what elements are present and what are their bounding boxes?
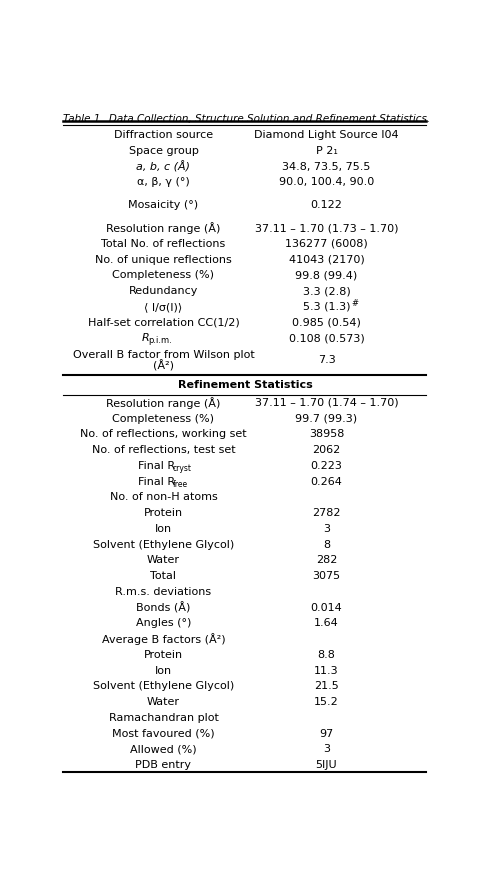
Text: 15.2: 15.2 — [314, 697, 339, 708]
Text: PDB entry: PDB entry — [135, 760, 192, 770]
Text: 2062: 2062 — [312, 445, 341, 455]
Text: α, β, γ (°): α, β, γ (°) — [137, 178, 190, 187]
Text: Protein: Protein — [144, 508, 183, 518]
Text: #: # — [352, 299, 358, 308]
Text: Allowed (%): Allowed (%) — [130, 744, 197, 754]
Text: Completeness (%): Completeness (%) — [112, 414, 215, 423]
Text: No. of reflections, working set: No. of reflections, working set — [80, 429, 247, 439]
Text: 0.223: 0.223 — [311, 461, 342, 471]
Text: 0.108 (0.573): 0.108 (0.573) — [289, 334, 364, 343]
Text: P 2₁: P 2₁ — [315, 146, 337, 156]
Text: Bonds (Å): Bonds (Å) — [136, 602, 191, 613]
Text: 1.64: 1.64 — [314, 619, 339, 628]
Text: Final R: Final R — [138, 477, 174, 487]
Text: No. of reflections, test set: No. of reflections, test set — [92, 445, 235, 455]
Text: 11.3: 11.3 — [314, 665, 339, 676]
Text: 90.0, 100.4, 90.0: 90.0, 100.4, 90.0 — [279, 178, 374, 187]
Text: 0.264: 0.264 — [311, 477, 342, 487]
Text: 282: 282 — [316, 555, 337, 566]
Text: Average B factors (Å²): Average B factors (Å²) — [102, 634, 225, 645]
Text: 21.5: 21.5 — [314, 681, 339, 692]
Text: Water: Water — [147, 697, 180, 708]
Text: free: free — [173, 480, 188, 489]
Text: Diffraction source: Diffraction source — [114, 130, 213, 140]
Text: p.i.m.: p.i.m. — [149, 336, 173, 345]
Text: 99.8 (99.4): 99.8 (99.4) — [295, 270, 358, 281]
Text: Protein: Protein — [144, 650, 183, 660]
Text: 3.3 (2.8): 3.3 (2.8) — [303, 286, 350, 296]
Text: 8: 8 — [323, 539, 330, 550]
Text: Ion: Ion — [155, 524, 172, 534]
Text: R: R — [141, 334, 149, 343]
Text: 3: 3 — [323, 524, 330, 534]
Text: Most favoured (%): Most favoured (%) — [112, 729, 215, 738]
Text: Final R: Final R — [138, 461, 174, 471]
Text: 34.8, 73.5, 75.5: 34.8, 73.5, 75.5 — [282, 162, 370, 172]
Text: Total No. of reflections: Total No. of reflections — [101, 238, 226, 249]
Text: 37.11 – 1.70 (1.74 – 1.70): 37.11 – 1.70 (1.74 – 1.70) — [255, 398, 398, 408]
Text: Ramachandran plot: Ramachandran plot — [109, 713, 218, 722]
Text: 97: 97 — [319, 729, 334, 738]
Text: a, b, c (Å): a, b, c (Å) — [137, 161, 190, 172]
Text: 2782: 2782 — [312, 508, 341, 518]
Text: Diamond Light Source I04: Diamond Light Source I04 — [254, 130, 399, 140]
Text: 37.11 – 1.70 (1.73 – 1.70): 37.11 – 1.70 (1.73 – 1.70) — [255, 224, 398, 233]
Text: Half-set correlation CC(1/2): Half-set correlation CC(1/2) — [87, 318, 239, 327]
Text: Resolution range (Å): Resolution range (Å) — [106, 397, 221, 409]
Text: Solvent (Ethylene Glycol): Solvent (Ethylene Glycol) — [93, 681, 234, 692]
Text: 38958: 38958 — [309, 429, 344, 439]
Text: 136277 (6008): 136277 (6008) — [285, 238, 368, 249]
Text: 99.7 (99.3): 99.7 (99.3) — [295, 414, 358, 423]
Text: 3075: 3075 — [313, 571, 340, 581]
Text: 0.985 (0.54): 0.985 (0.54) — [292, 318, 361, 327]
Text: Angles (°): Angles (°) — [136, 619, 191, 628]
Text: Space group: Space group — [129, 146, 198, 156]
Text: (Å²): (Å²) — [153, 360, 174, 371]
Text: 7.3: 7.3 — [317, 356, 336, 365]
Text: Refinement Statistics: Refinement Statistics — [178, 380, 312, 390]
Text: Completeness (%): Completeness (%) — [112, 270, 215, 281]
Text: Solvent (Ethylene Glycol): Solvent (Ethylene Glycol) — [93, 539, 234, 550]
Text: Redundancy: Redundancy — [129, 286, 198, 296]
Text: Ion: Ion — [155, 665, 172, 676]
Text: No. of unique reflections: No. of unique reflections — [95, 254, 232, 265]
Text: 0.122: 0.122 — [311, 201, 342, 210]
Text: No. of non-H atoms: No. of non-H atoms — [109, 493, 217, 502]
Text: ⟨ I/σ(I)⟩: ⟨ I/σ(I)⟩ — [144, 302, 183, 312]
Text: 41043 (2170): 41043 (2170) — [289, 254, 364, 265]
Text: 0.014: 0.014 — [311, 603, 342, 612]
Text: Water: Water — [147, 555, 180, 566]
Text: 5.3 (1.3): 5.3 (1.3) — [303, 302, 350, 312]
Text: R.m.s. deviations: R.m.s. deviations — [115, 587, 212, 597]
Text: 3: 3 — [323, 744, 330, 754]
Text: Resolution range (Å): Resolution range (Å) — [106, 222, 221, 234]
Text: Table 1. Data Collection, Structure Solution and Refinement Statistics.: Table 1. Data Collection, Structure Solu… — [64, 114, 431, 124]
Text: Total: Total — [151, 571, 176, 581]
Text: 5IJU: 5IJU — [315, 760, 337, 770]
Text: 8.8: 8.8 — [317, 650, 336, 660]
Text: Overall B factor from Wilson plot: Overall B factor from Wilson plot — [73, 350, 254, 360]
Text: Mosaicity (°): Mosaicity (°) — [129, 201, 198, 210]
Text: cryst: cryst — [173, 464, 192, 473]
